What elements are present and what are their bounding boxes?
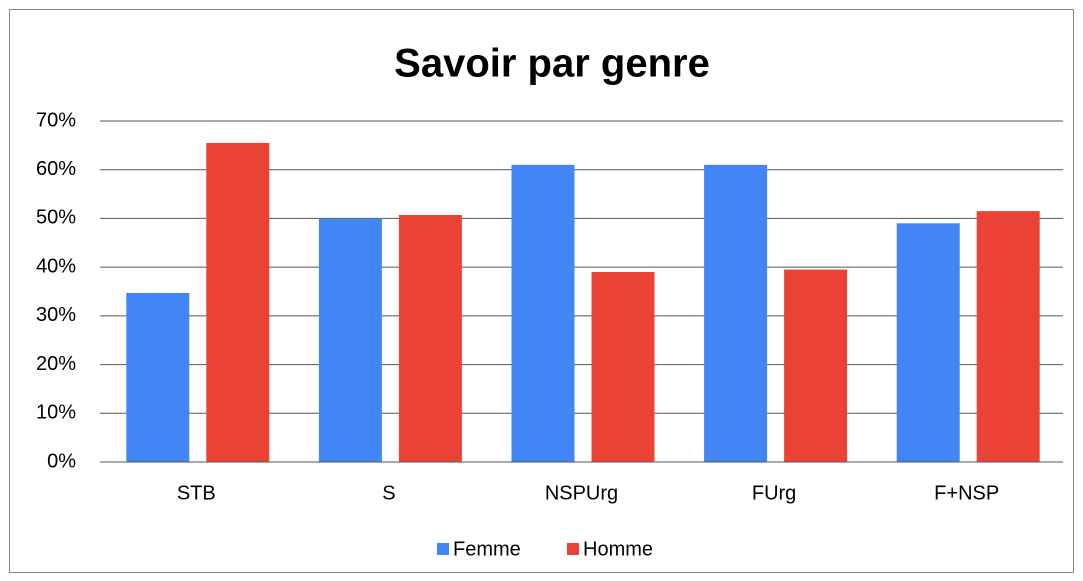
- bar: [976, 211, 1040, 462]
- y-tick-label: 70%: [36, 109, 76, 131]
- x-tick-label: S: [382, 482, 395, 504]
- y-tick-label: 30%: [36, 304, 76, 326]
- chart-title: Savoir par genre: [394, 42, 710, 86]
- x-tick-label: NSPUrg: [545, 482, 618, 504]
- bar: [704, 164, 768, 463]
- x-tick-label: FUrg: [752, 482, 796, 504]
- legend-swatch: [567, 543, 579, 555]
- bar: [398, 215, 462, 462]
- y-tick-label: 40%: [36, 255, 76, 277]
- y-tick-label: 60%: [36, 158, 76, 180]
- x-tick-label: STB: [177, 482, 216, 504]
- x-tick-label: F+NSP: [934, 482, 999, 504]
- bar: [206, 142, 270, 462]
- y-tick-label: 20%: [36, 353, 76, 375]
- bar: [511, 164, 575, 463]
- bar: [784, 269, 848, 462]
- bar: [896, 223, 960, 462]
- legend-label: Femme: [453, 538, 521, 560]
- bar: [591, 272, 655, 462]
- legend-swatch: [437, 543, 449, 555]
- bar: [126, 292, 190, 462]
- y-tick-label: 0%: [47, 450, 76, 472]
- legend-label: Homme: [583, 538, 653, 560]
- y-tick-label: 50%: [36, 207, 76, 229]
- bar: [318, 218, 382, 462]
- y-tick-label: 10%: [36, 402, 76, 424]
